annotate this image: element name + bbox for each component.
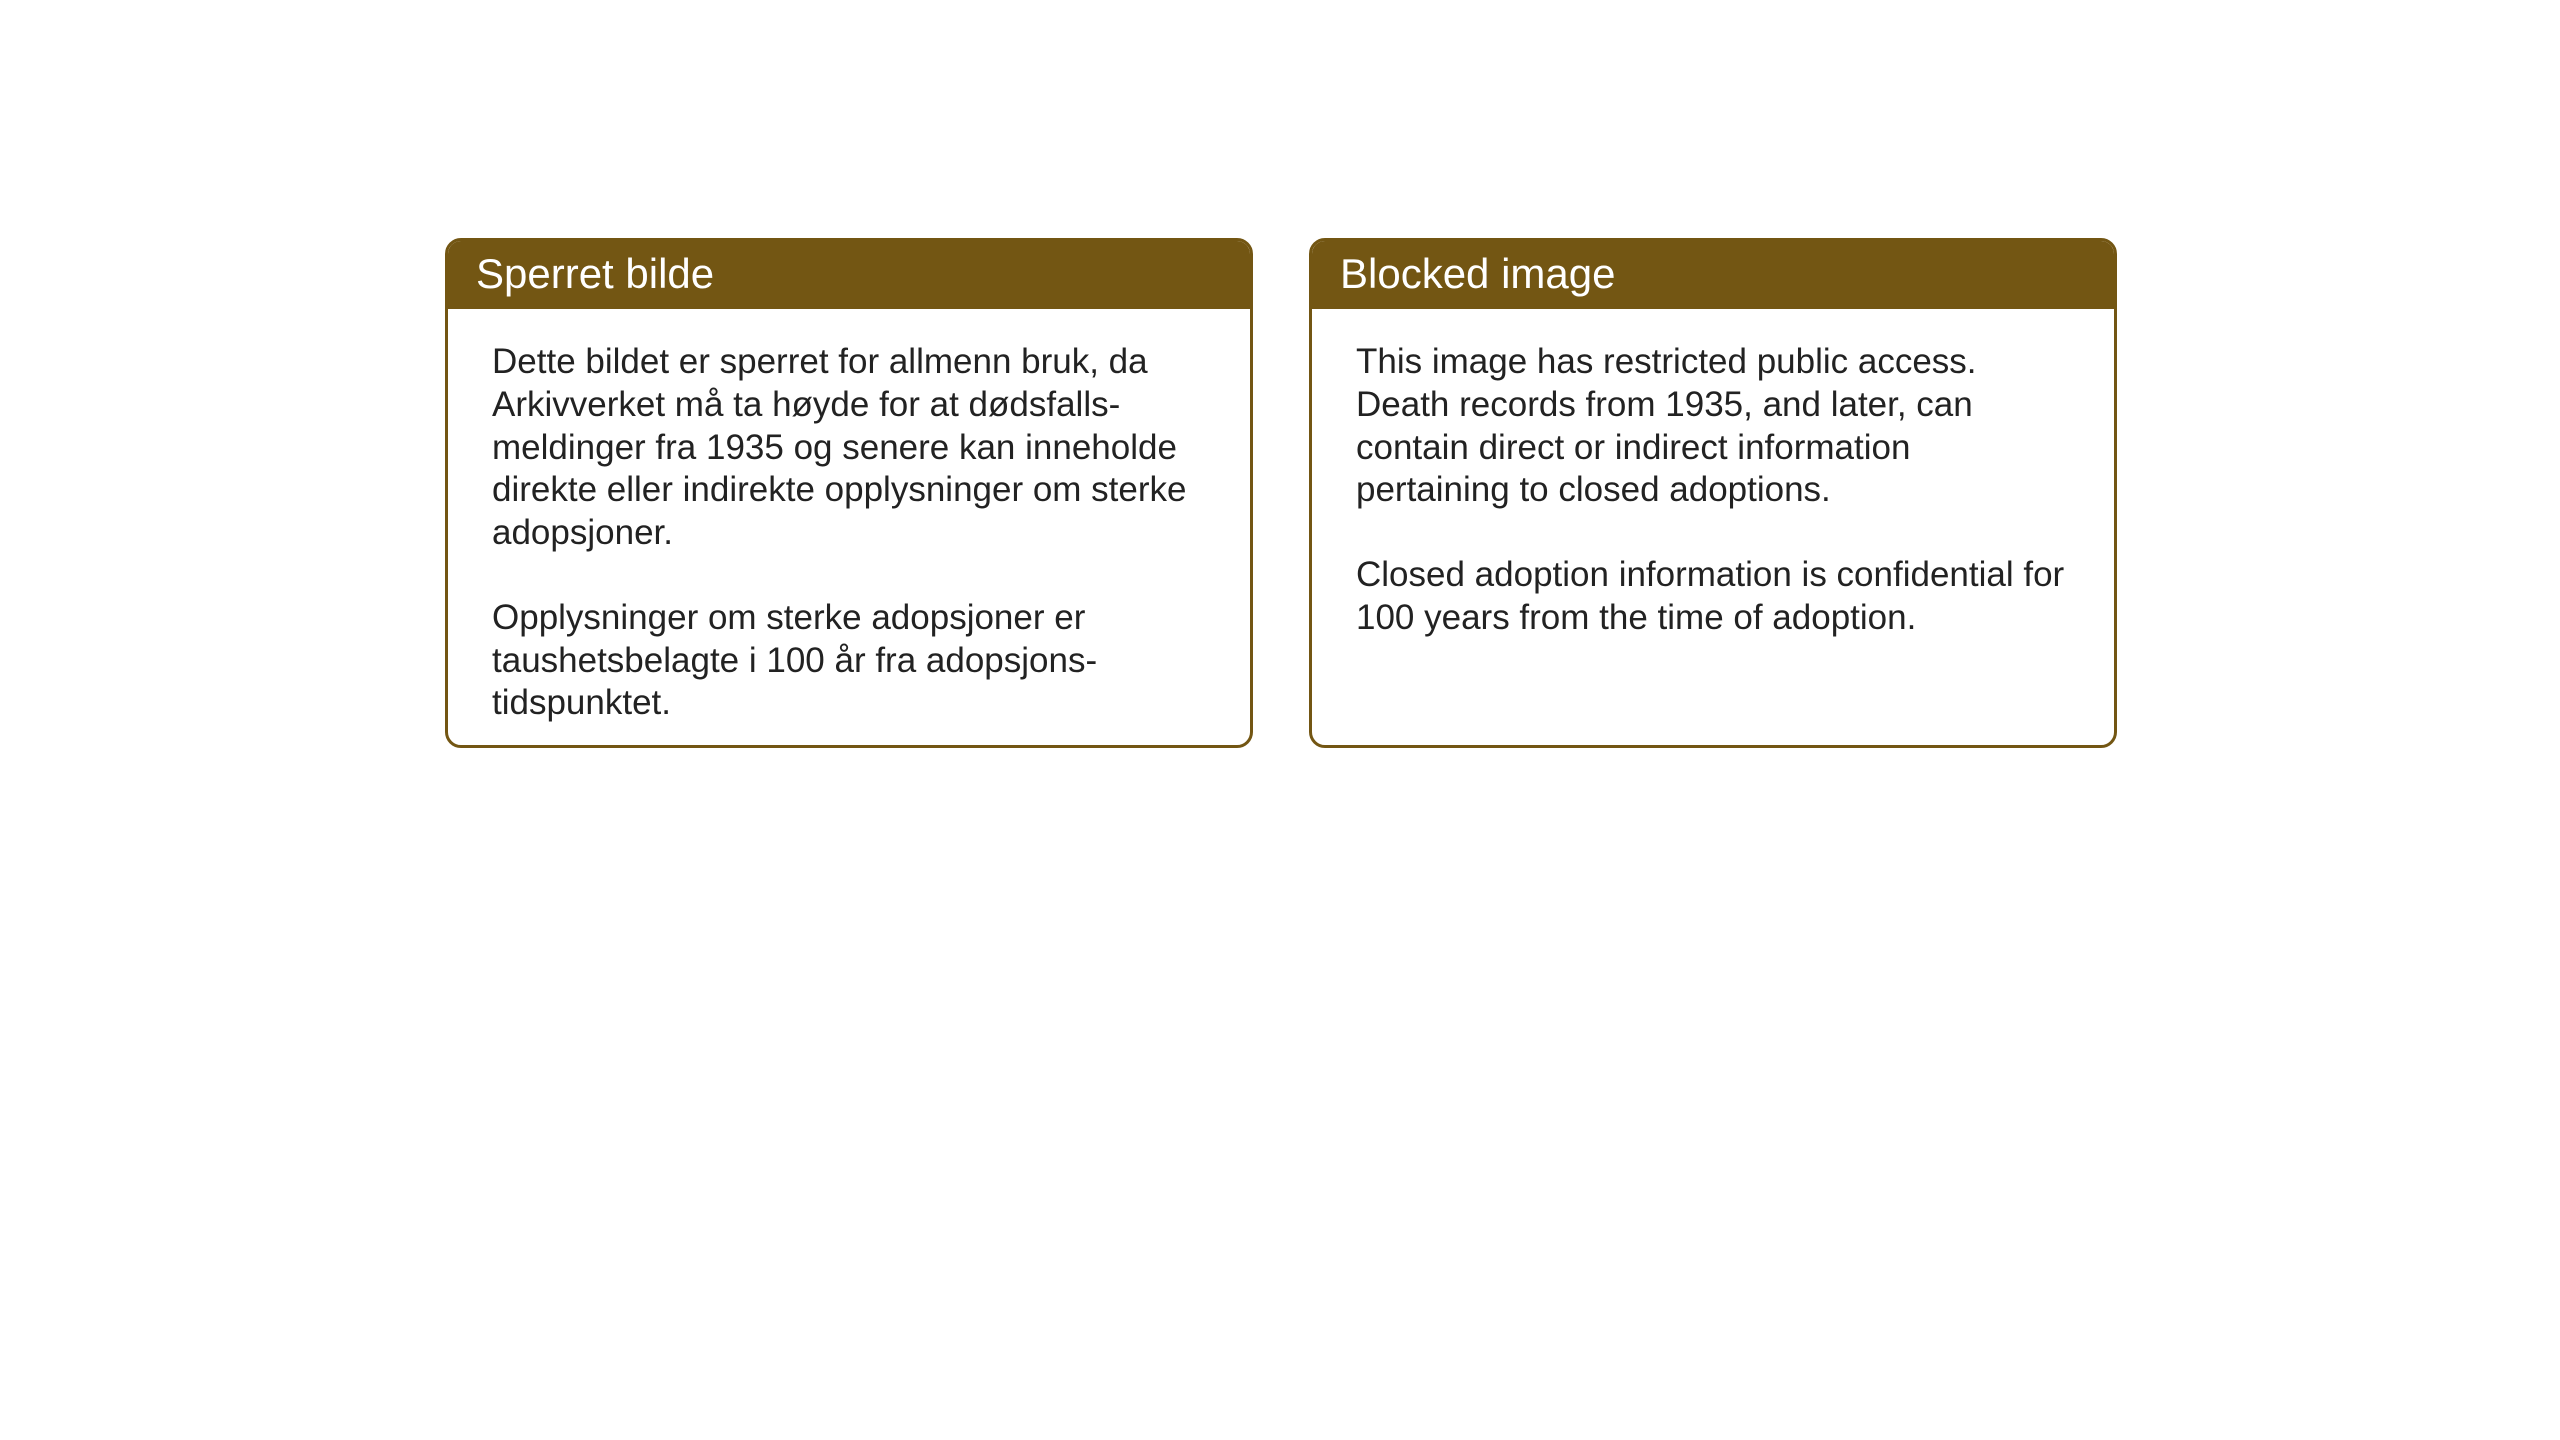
card-header-english: Blocked image	[1312, 241, 2114, 309]
card-body-norwegian: Dette bildet er sperret for allmenn bruk…	[448, 309, 1250, 748]
paragraph-english-2: Closed adoption information is confident…	[1356, 554, 2070, 639]
paragraph-norwegian-1: Dette bildet er sperret for allmenn bruk…	[492, 341, 1206, 554]
card-body-english: This image has restricted public access.…	[1312, 309, 2114, 671]
paragraph-english-1: This image has restricted public access.…	[1356, 341, 2070, 512]
card-english: Blocked image This image has restricted …	[1309, 238, 2117, 748]
card-header-norwegian: Sperret bilde	[448, 241, 1250, 309]
cards-container: Sperret bilde Dette bildet er sperret fo…	[0, 0, 2560, 748]
card-norwegian: Sperret bilde Dette bildet er sperret fo…	[445, 238, 1253, 748]
paragraph-norwegian-2: Opplysninger om sterke adopsjoner er tau…	[492, 597, 1206, 725]
